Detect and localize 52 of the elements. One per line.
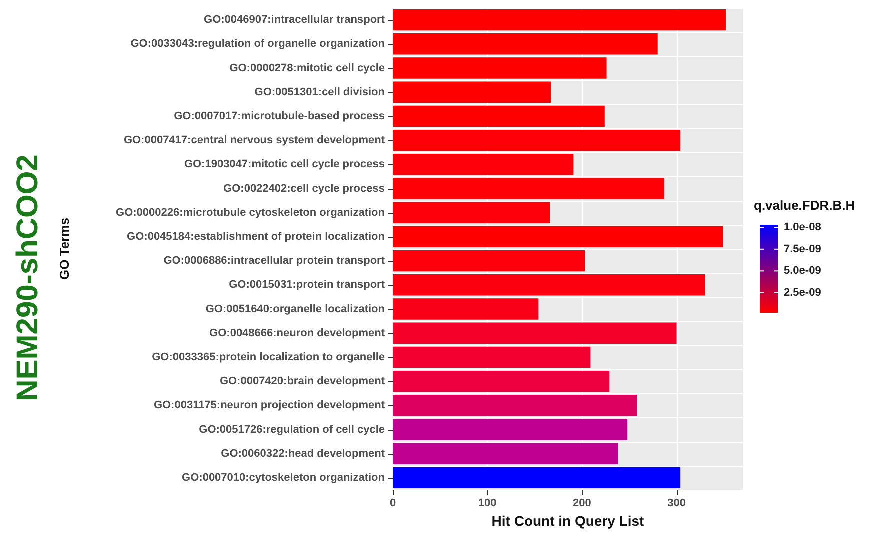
- bar: [393, 82, 551, 103]
- y-tick-label: GO:1903047:mitotic cell cycle process: [184, 158, 385, 171]
- bar: [393, 250, 586, 272]
- color-bar-label: 7.5e-09: [784, 243, 822, 256]
- x-axis-title: Hit Count in Query List: [492, 513, 645, 529]
- x-tick-label: 300: [668, 498, 686, 510]
- bar: [393, 370, 610, 392]
- bar: [393, 58, 607, 79]
- bar: [393, 202, 550, 224]
- bar: [393, 178, 664, 200]
- y-tick-label: GO:0051726:regulation of cell cycle: [199, 424, 385, 436]
- bar: [393, 34, 658, 55]
- y-tick-label: GO:0007417:central nervous system development: [124, 134, 386, 147]
- bar: [393, 154, 574, 176]
- text: NEM290-shCOO2: [12, 154, 44, 402]
- y-axis-title: GO Terms: [57, 218, 72, 280]
- y-tick-label: GO:0022402:cell cycle process: [224, 182, 385, 195]
- color-bar-label: 1.0e-08: [784, 222, 822, 234]
- bar: [393, 9, 726, 31]
- bar: [393, 467, 681, 489]
- y-tick-label: GO:0007420:brain development: [220, 376, 386, 388]
- bar: [393, 130, 681, 152]
- color-bar-label: 2.5e-09: [784, 286, 822, 299]
- bar: [393, 298, 539, 320]
- y-tick-label: GO:0045184:establishment of protein localization: [127, 230, 386, 243]
- y-tick-label: GO:0046907:intracellular transport: [204, 14, 386, 26]
- y-tick-label: GO:0000278:mitotic cell cycle: [230, 62, 385, 74]
- y-tick-label: GO:0060322:head development: [221, 448, 386, 460]
- y-tick-label: GO:0033365:protein localization to organelle: [152, 351, 385, 364]
- y-tick-label: GO:0006886:intracellular protein transport: [164, 255, 386, 268]
- bar: [393, 395, 638, 416]
- y-tick-label: GO:0015031:protein transport: [229, 279, 386, 292]
- bar: [393, 106, 605, 128]
- bar: [393, 226, 724, 248]
- x-tick-label: 200: [573, 498, 592, 510]
- x-tick-label: 0: [390, 498, 396, 510]
- y-tick-label: GO:0051301:cell division: [254, 86, 386, 98]
- y-tick-label: GO:0000226:microtubule cytoskeleton organization: [116, 206, 386, 219]
- bar: [393, 346, 591, 368]
- bar: [393, 274, 706, 296]
- y-tick-label: GO:0048666:neuron development: [210, 327, 386, 340]
- color-bar-label: 5.0e-09: [784, 265, 822, 278]
- bar: [393, 419, 628, 440]
- bar: [393, 443, 618, 464]
- y-tick-label: GO:0007017:microtubule-based process: [174, 110, 385, 122]
- y-tick-label: GO:0031175:neuron projection development: [154, 400, 386, 412]
- y-tick-label: GO:0007010:cytoskeleton organization: [182, 472, 386, 484]
- x-tick-label: 100: [478, 498, 497, 510]
- y-tick-label: GO:0051640:organelle localization: [206, 303, 386, 316]
- bar: [393, 322, 677, 344]
- y-tick-label: GO:0033043:regulation of organelle organization: [130, 38, 386, 50]
- color-bar-title: q.value.FDR.B.H: [754, 198, 856, 213]
